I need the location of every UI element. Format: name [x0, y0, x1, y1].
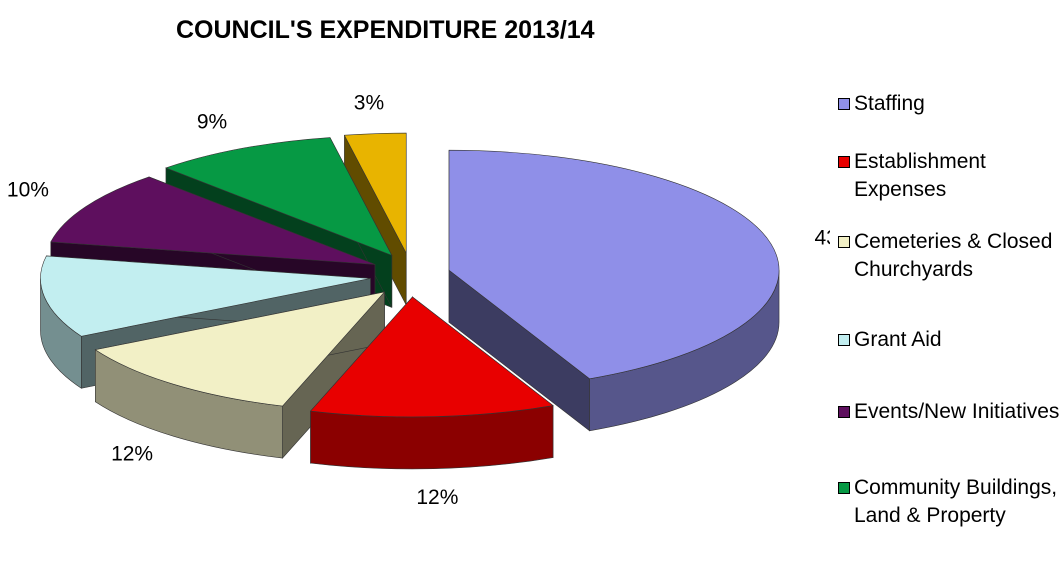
pie-slice-top-1	[448, 149, 780, 380]
data-label-1: 43%	[814, 226, 830, 249]
legend-item-6: Community Buildings, Land & Property	[838, 474, 1063, 530]
data-label-5: 10%	[7, 179, 49, 202]
pie-slice-2	[309, 296, 554, 470]
data-label-2: 12%	[416, 486, 458, 509]
pie-slice-top-4	[40, 255, 371, 337]
pie-chart: 43%12%12%11%10%9%3%	[7, 91, 830, 509]
pie-slice-top-3	[94, 291, 386, 407]
legend-item-1: Staffing	[838, 90, 1063, 118]
legend-item-3: Cemeteries & Closed Churchyards	[838, 228, 1063, 284]
legend-label: Establishment Expenses	[854, 150, 986, 201]
chart-title: COUNCIL'S EXPENDITURE 2013/14	[176, 16, 595, 44]
pie-slice-top-5	[50, 176, 376, 265]
pie-slice-3	[94, 291, 386, 459]
legend-swatch	[838, 156, 850, 168]
legend-swatch	[838, 334, 850, 346]
legend-swatch	[838, 482, 850, 494]
legend-label: Community Buildings, Land & Property	[854, 476, 1058, 527]
pie-slice-top-2	[309, 296, 554, 418]
legend-label: Grant Aid	[854, 328, 942, 351]
data-label-3: 12%	[111, 442, 153, 465]
data-label-7: 3%	[354, 91, 384, 114]
legend-swatch	[838, 406, 850, 418]
legend-label: Cemeteries & Closed Churchyards	[854, 230, 1053, 281]
legend-item-4: Grant Aid	[838, 326, 1063, 354]
legend-label: Staffing	[854, 92, 925, 115]
pie-slice-top-6	[165, 137, 393, 256]
pie-slice-1	[448, 149, 780, 432]
pie-slice-top-7	[343, 132, 407, 254]
legend-item-5: Events/New Initiatives	[838, 398, 1063, 426]
legend-swatch	[838, 98, 850, 110]
legend-swatch	[838, 236, 850, 248]
legend-item-2: Establishment Expenses	[838, 148, 1063, 204]
data-label-6: 9%	[197, 111, 227, 134]
legend-label: Events/New Initiatives	[854, 400, 1060, 423]
